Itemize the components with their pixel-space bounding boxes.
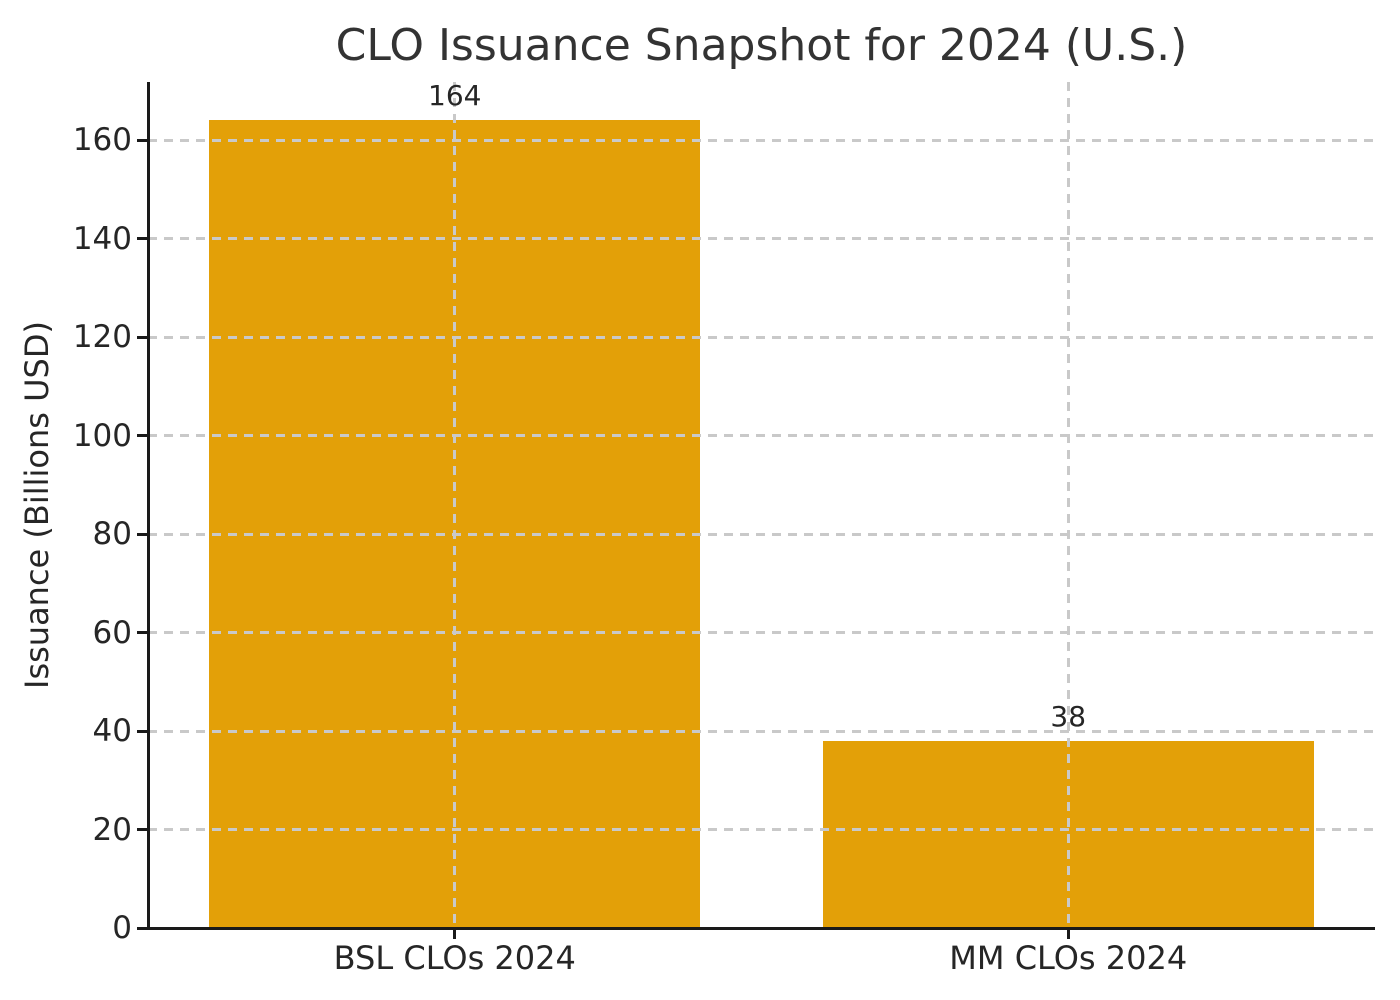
x-tick-mark-bsl-clos-2024 <box>453 928 457 939</box>
y-tick-mark-0 <box>137 926 148 930</box>
bar-mm-clos-2024 <box>822 740 1314 928</box>
x-tick-mark-mm-clos-2024 <box>1066 928 1070 939</box>
plot-area: 164 38 <box>145 79 1375 930</box>
y-tick-label-100: 100 <box>72 417 132 454</box>
x-tick-label-bsl-clos-2024: BSL CLOs 2024 <box>333 939 576 977</box>
y-axis-spine <box>146 82 150 930</box>
y-tick-mark-20 <box>137 828 148 831</box>
y-tick-mark-140 <box>137 237 148 241</box>
y-tick-mark-40 <box>137 729 148 733</box>
bar-value-label-bsl-clos-2024: 164 <box>428 79 482 113</box>
bar-value-label-mm-clos-2024: 38 <box>1050 699 1087 733</box>
y-tick-label-20: 20 <box>92 811 132 848</box>
y-tick-mark-80 <box>137 532 148 536</box>
y-tick-mark-160 <box>137 138 148 142</box>
x-axis-spine <box>145 926 1375 930</box>
bar-bsl-clos-2024 <box>209 120 701 928</box>
chart-title: CLO Issuance Snapshot for 2024 (U.S.) <box>335 20 1188 71</box>
y-tick-label-60: 60 <box>92 614 132 651</box>
y-tick-label-80: 80 <box>92 516 132 553</box>
y-tick-label-120: 120 <box>72 319 132 356</box>
y-tick-mark-120 <box>137 335 148 339</box>
y-tick-label-160: 160 <box>72 122 132 159</box>
y-tick-mark-60 <box>137 631 148 635</box>
y-tick-label-140: 140 <box>72 220 132 257</box>
y-tick-label-40: 40 <box>92 713 132 750</box>
y-tick-mark-100 <box>137 434 148 438</box>
y-tick-label-0: 0 <box>112 910 132 946</box>
x-tick-label-mm-clos-2024: MM CLOs 2024 <box>949 939 1188 977</box>
